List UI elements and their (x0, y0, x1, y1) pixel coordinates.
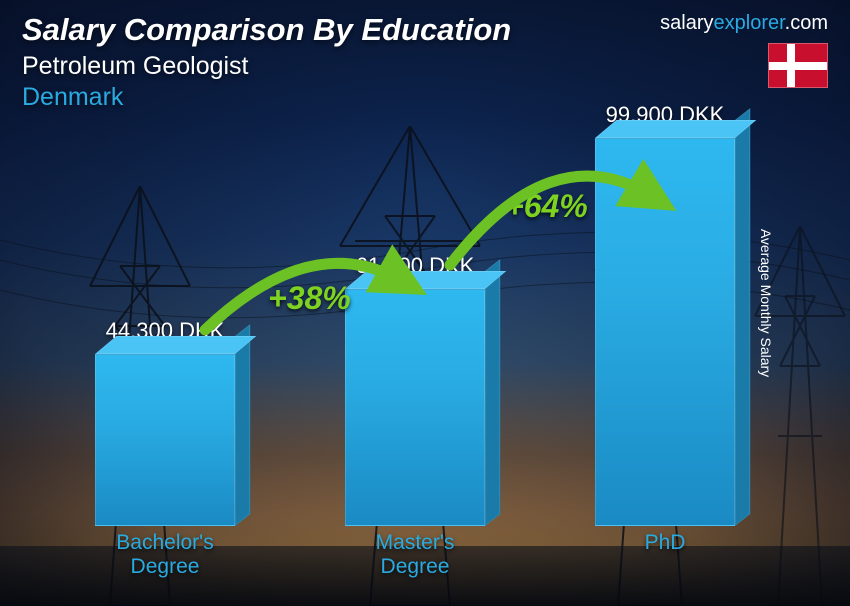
category-label: PhD (553, 531, 778, 586)
bar (95, 354, 235, 526)
y-axis-label: Average Monthly Salary (758, 229, 774, 377)
chart-country: Denmark (22, 83, 511, 112)
brand-mid: explorer (714, 12, 785, 34)
bar (595, 138, 735, 526)
bar-chart: 44,300 DKK61,000 DKK99,900 DKK Bachelor'… (40, 140, 790, 586)
bar (345, 289, 485, 526)
brand-suf: .com (785, 12, 828, 34)
bar-group: 99,900 DKK (553, 102, 778, 526)
percentage-increase-label: +64% (505, 188, 588, 225)
percentage-increase-label: +38% (268, 280, 351, 317)
category-label: Bachelor'sDegree (53, 531, 278, 586)
brand-pre: salary (660, 12, 713, 34)
brand-logo-text: salaryexplorer.com (660, 12, 828, 35)
header: Salary Comparison By Education Petroleum… (22, 12, 828, 112)
category-label: Master'sDegree (303, 531, 528, 586)
flag-icon (768, 43, 828, 88)
chart-title: Salary Comparison By Education (22, 12, 511, 48)
brand-block: salaryexplorer.com (660, 12, 828, 88)
bar-group: 44,300 DKK (53, 318, 278, 526)
chart-subtitle: Petroleum Geologist (22, 52, 511, 81)
